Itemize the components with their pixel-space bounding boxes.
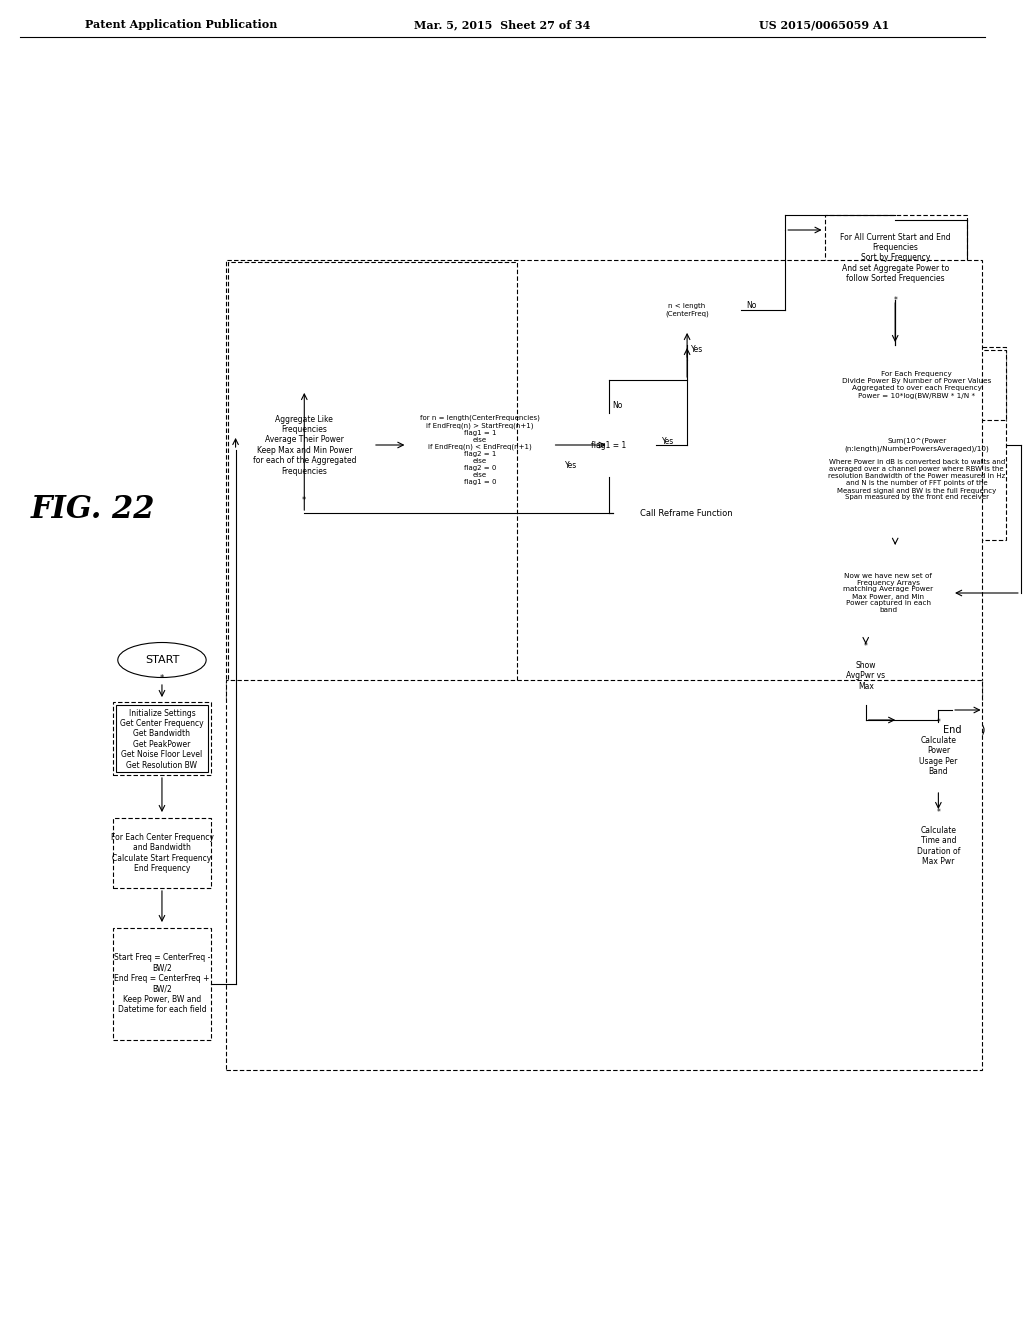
Bar <box>116 705 208 772</box>
Text: Mar. 5, 2015  Sheet 27 of 34: Mar. 5, 2015 Sheet 27 of 34 <box>415 20 591 30</box>
Text: Yes: Yes <box>691 346 703 355</box>
Text: *: * <box>936 808 940 817</box>
Text: START: START <box>144 655 179 665</box>
Text: FIG. 22: FIG. 22 <box>31 495 156 525</box>
Bar <box>824 647 908 705</box>
Text: Patent Application Publication: Patent Application Publication <box>85 20 278 30</box>
Bar <box>113 702 211 775</box>
Text: Calculate
Power
Usage Per
Band: Calculate Power Usage Per Band <box>920 737 957 776</box>
Bar <box>227 261 517 698</box>
Text: Calculate
Time and
Duration of
Max Pwr: Calculate Time and Duration of Max Pwr <box>916 826 961 866</box>
Text: Aggregate Like
Frequencies
Average Their Power
Keep Max and Min Power
for each o: Aggregate Like Frequencies Average Their… <box>253 414 356 475</box>
Bar <box>225 680 982 1071</box>
Bar <box>616 488 756 537</box>
Text: Start Freq = CenterFreq -
BW/2
End Freq = CenterFreq +
BW/2
Keep Power, BW and
D: Start Freq = CenterFreq - BW/2 End Freq … <box>114 953 210 1015</box>
Text: No: No <box>746 301 757 310</box>
Bar <box>408 389 553 510</box>
Bar <box>898 812 979 880</box>
Bar <box>824 347 1007 540</box>
Text: *: * <box>893 296 897 305</box>
Text: No: No <box>612 400 623 409</box>
Text: Yes: Yes <box>565 461 578 470</box>
Text: Show
AvgPwr vs
Max: Show AvgPwr vs Max <box>846 661 886 690</box>
Bar <box>236 389 373 500</box>
Text: *: * <box>936 718 940 726</box>
Bar <box>824 545 952 640</box>
Bar <box>613 484 759 540</box>
Text: For Each Center Frequency
and Bandwidth
Calculate Start Frequency
End Frequency: For Each Center Frequency and Bandwidth … <box>111 833 213 873</box>
Text: Sum(10^(Power
(n:length)/NumberPowersAveraged)/10): Sum(10^(Power (n:length)/NumberPowersAve… <box>845 438 989 451</box>
Text: n < length
(CenterFreq): n < length (CenterFreq) <box>666 304 709 317</box>
Text: Where Power in dB is converted back to watts and
averaged over a channel power w: Where Power in dB is converted back to w… <box>828 459 1006 500</box>
Bar <box>827 350 1007 420</box>
Polygon shape <box>633 275 741 345</box>
Bar <box>113 818 211 888</box>
Text: For All Current Start and End
Frequencies
Sort by Frequency
And set Aggregate Po: For All Current Start and End Frequencie… <box>840 232 950 284</box>
Ellipse shape <box>118 643 206 677</box>
Text: Yes: Yes <box>662 437 674 446</box>
Text: *: * <box>302 495 306 504</box>
Text: End: End <box>943 725 962 735</box>
Bar <box>898 722 979 789</box>
Text: *: * <box>864 643 867 652</box>
Text: flag1 = 1: flag1 = 1 <box>591 441 627 450</box>
Text: For Each Frequency
Divide Power By Number of Power Values
Aggregated to over eac: For Each Frequency Divide Power By Numbe… <box>842 371 991 399</box>
Polygon shape <box>561 413 655 477</box>
Text: for n = length(CenterFrequencies)
if EndFreq(n) > StartFreq(n+1)
flag1 = 1
else
: for n = length(CenterFrequencies) if End… <box>420 414 540 486</box>
Text: *: * <box>160 675 164 684</box>
Ellipse shape <box>921 714 984 746</box>
Text: Now we have new set of
Frequency Arrays
matching Average Power
Max Power, and Mi: Now we have new set of Frequency Arrays … <box>843 573 934 614</box>
Bar <box>824 215 967 300</box>
Text: US 2015/0065059 A1: US 2015/0065059 A1 <box>760 20 890 30</box>
Text: Call Reframe Function: Call Reframe Function <box>640 508 732 517</box>
Bar <box>113 928 211 1040</box>
Bar <box>225 260 982 700</box>
Text: Initialize Settings
Get Center Frequency
Get Bandwidth
Get PeakPower
Get Noise F: Initialize Settings Get Center Frequency… <box>120 709 204 770</box>
